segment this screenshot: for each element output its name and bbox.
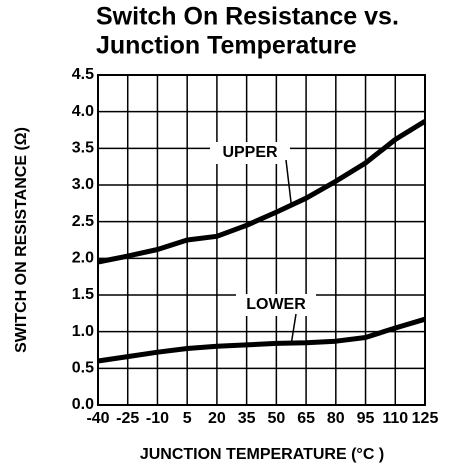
y-tick-label: 1.5 xyxy=(72,286,94,303)
chart-title: Junction Temperature xyxy=(96,32,357,60)
leader-line xyxy=(285,159,293,206)
x-tick-label: 65 xyxy=(297,410,315,427)
y-tick-label: 1.0 xyxy=(72,323,94,340)
leader-line xyxy=(290,313,297,344)
label-background xyxy=(236,294,316,316)
series-line xyxy=(97,316,426,364)
y-tick-label: 2.5 xyxy=(72,213,94,230)
y-axis-label: SWITCH ON RESISTANCE (Ω) xyxy=(13,127,30,353)
series-line xyxy=(97,119,427,265)
series-label: LOWER xyxy=(246,296,306,313)
y-tick-label: 3.5 xyxy=(72,140,94,157)
x-tick-label: -40 xyxy=(86,410,109,427)
y-tick-label: 3.0 xyxy=(72,176,94,193)
y-tick-label: 0.0 xyxy=(72,396,94,413)
y-tick-label: 0.5 xyxy=(72,360,94,377)
x-axis-label: JUNCTION TEMPERATURE (°C ) xyxy=(140,446,384,463)
x-tick-label: 80 xyxy=(327,410,345,427)
x-tick-label: -10 xyxy=(146,410,169,427)
x-tick-label: 35 xyxy=(238,410,256,427)
y-tick-label: 2.0 xyxy=(72,250,94,267)
y-tick-label: 4.5 xyxy=(72,66,94,83)
x-tick-label: -25 xyxy=(116,410,139,427)
x-tick-label: 110 xyxy=(382,410,408,427)
y-tick-label: 4.0 xyxy=(72,103,94,120)
series-label: UPPER xyxy=(222,144,278,161)
x-tick-label: 20 xyxy=(208,410,226,427)
x-tick-label: 125 xyxy=(412,410,439,427)
x-tick-label: 95 xyxy=(357,410,375,427)
chart-title: Switch On Resistance vs. xyxy=(96,3,399,31)
label-background xyxy=(210,142,290,164)
plot-frame xyxy=(97,74,426,406)
x-tick-label: 5 xyxy=(183,410,192,427)
x-tick-label: 50 xyxy=(267,410,285,427)
